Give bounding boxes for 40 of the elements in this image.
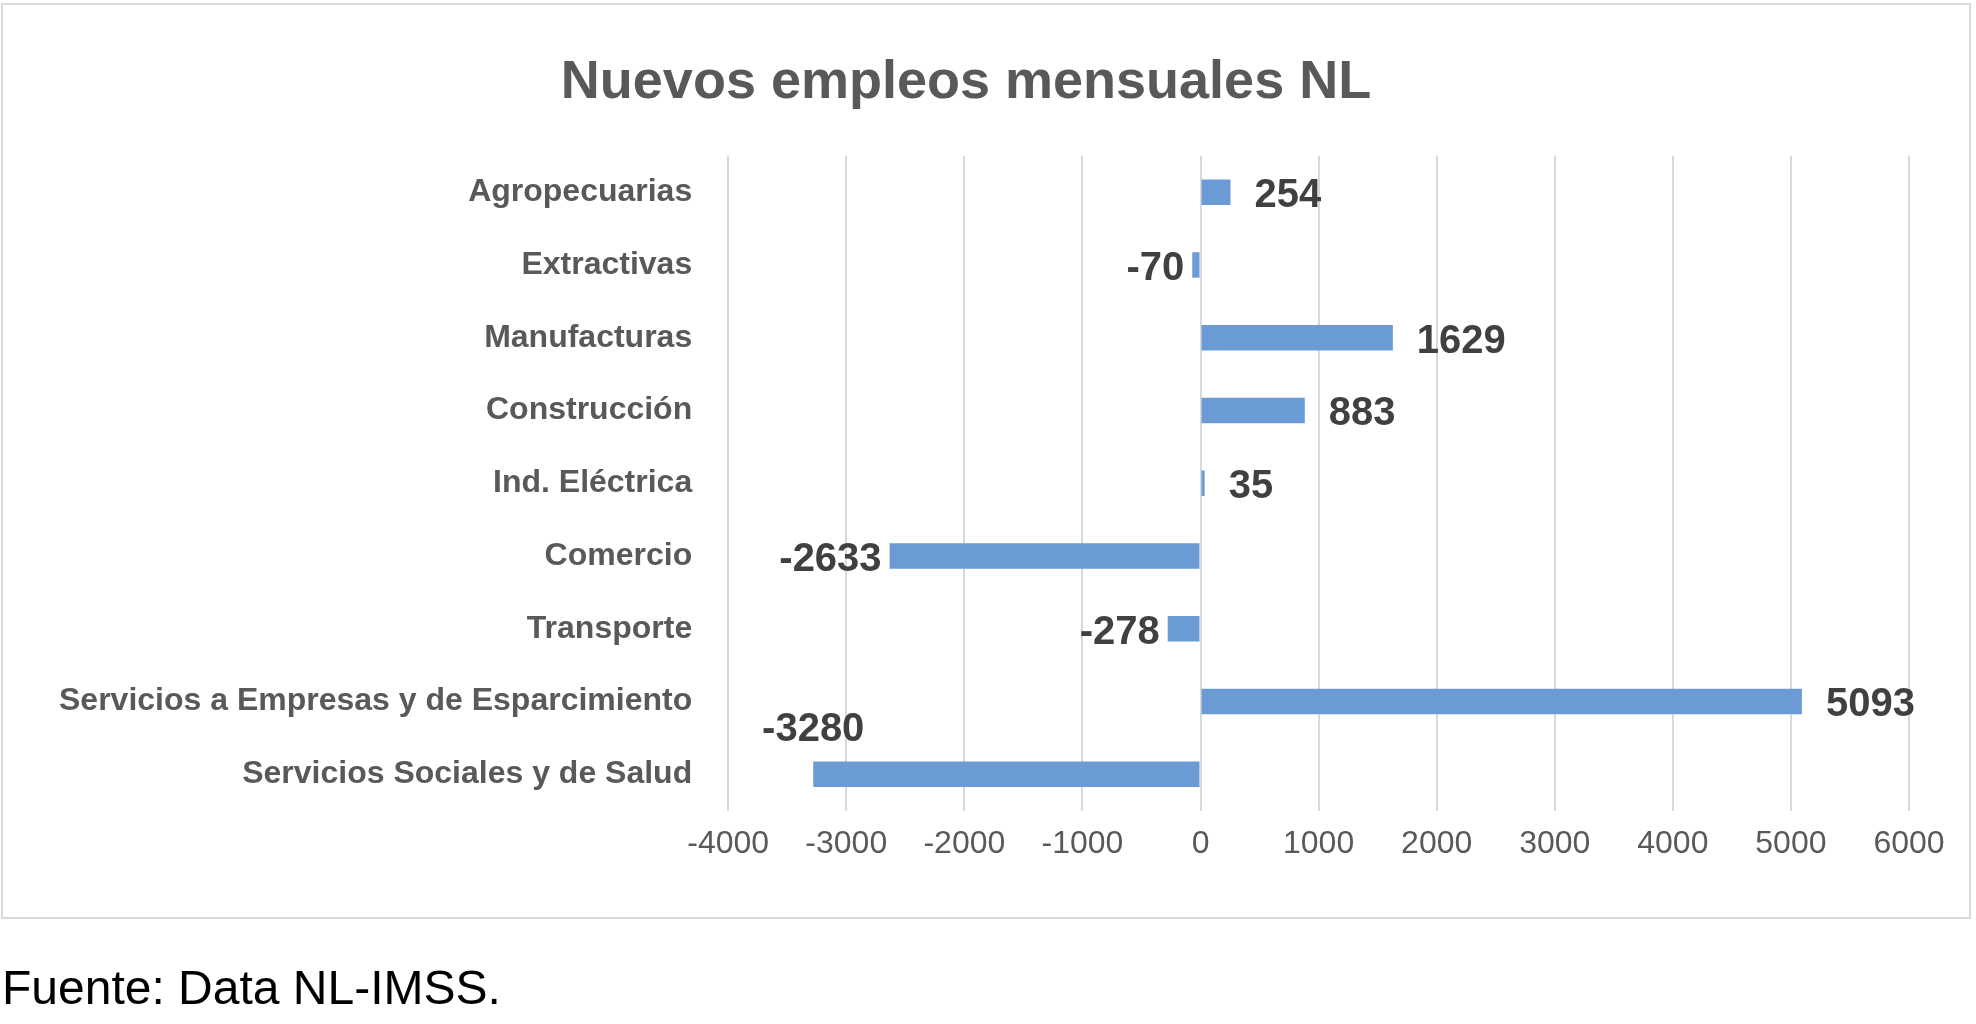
chart-title: Nuevos empleos mensuales NL <box>560 49 1372 110</box>
y-tick-label: Ind. Eléctrica <box>493 463 693 500</box>
data-label: -278 <box>1079 607 1160 652</box>
x-tick-label: 2000 <box>1401 823 1473 860</box>
y-tick-label: Manufacturas <box>484 317 693 354</box>
x-tick-label: -1000 <box>1041 823 1124 860</box>
x-tick-label: 3000 <box>1519 823 1591 860</box>
y-tick-label: Servicios a Empresas y de Esparcimiento <box>59 681 693 718</box>
data-label: 883 <box>1328 389 1396 434</box>
bar <box>1192 252 1200 278</box>
data-label: 1629 <box>1416 316 1506 361</box>
x-tick-label: 4000 <box>1637 823 1709 860</box>
data-label: -70 <box>1126 243 1185 288</box>
source-note: Fuente: Data NL-IMSS. <box>2 960 501 1015</box>
x-tick-label: 1000 <box>1283 823 1355 860</box>
x-tick-label: 0 <box>1191 823 1210 860</box>
y-tick-label: Comercio <box>544 535 693 572</box>
data-label: 35 <box>1228 462 1274 507</box>
data-label: 5093 <box>1825 680 1915 725</box>
bar <box>889 543 1200 569</box>
data-label: -3280 <box>762 705 865 750</box>
bar <box>1201 397 1305 424</box>
data-label: 254 <box>1254 171 1323 216</box>
y-tick-label: Servicios Sociales y de Salud <box>242 754 693 791</box>
x-tick-label: 5000 <box>1755 823 1827 860</box>
x-tick-label: 6000 <box>1873 823 1945 860</box>
bar <box>1167 615 1200 642</box>
y-tick-label: Transporte <box>526 608 693 645</box>
y-tick-label: Construcción <box>485 390 693 427</box>
bar <box>1201 688 1802 715</box>
bar <box>813 761 1200 787</box>
bar <box>1201 324 1393 351</box>
bar <box>1201 470 1205 496</box>
x-tick-label: -2000 <box>923 823 1006 860</box>
data-label: -2633 <box>779 534 882 579</box>
bar <box>1201 179 1231 205</box>
x-tick-label: -4000 <box>687 823 770 860</box>
x-tick-label: -3000 <box>805 823 888 860</box>
y-tick-label: Extractivas <box>521 244 693 281</box>
y-tick-label: Agropecuarias <box>468 172 693 209</box>
